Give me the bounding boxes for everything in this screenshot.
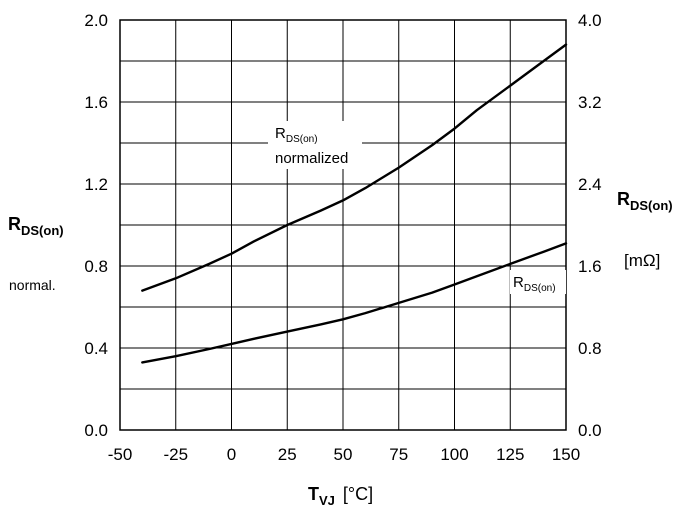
x-tick-label: 75 [389, 445, 408, 464]
series-label-rdson-main: R [513, 274, 524, 291]
y-left-tick-label: 1.2 [84, 175, 108, 194]
y-left-axis-label: RDS(on) [8, 214, 64, 238]
curves [141, 43, 568, 364]
x-tick-labels: -50 -25 0 25 50 75 100 125 150 [108, 445, 580, 464]
y-right-tick-label: 3.2 [578, 93, 602, 112]
series-label-normalized-sub: DS(on) [286, 134, 318, 145]
y-left-axis-label-normal: normal. [9, 277, 56, 293]
y-right-tick-label: 4.0 [578, 11, 602, 30]
y-right-tick-label: 0.0 [578, 421, 602, 440]
y-left-tick-label: 0.4 [84, 339, 108, 358]
x-tick-label: 0 [227, 445, 236, 464]
y-right-tick-label: 1.6 [578, 257, 602, 276]
y-right-axis-label-main: R [617, 189, 630, 209]
x-tick-label: 50 [334, 445, 353, 464]
y-left-axis-label-sub: DS(on) [21, 223, 64, 238]
series-label-rdson: RDS(on) [513, 274, 556, 294]
y-left-tick-label: 2.0 [84, 11, 108, 30]
series-label-normalized-line2: normalized [275, 150, 348, 167]
series-label-normalized-bg [268, 121, 362, 169]
x-tick-label: -25 [163, 445, 188, 464]
grid [119, 19, 567, 431]
y-left-tick-label: 0.8 [84, 257, 108, 276]
x-tick-label: 25 [278, 445, 297, 464]
y-right-axis-label-sub: DS(on) [630, 198, 673, 213]
series-line-rdson [141, 242, 568, 364]
x-axis-label-sub: VJ [319, 493, 335, 507]
x-tick-label: -50 [108, 445, 133, 464]
series-line-normalized [141, 43, 568, 292]
series-label-normalized: RDS(on) [275, 125, 318, 145]
x-tick-label: 125 [496, 445, 524, 464]
y-right-tick-label: 0.8 [578, 339, 602, 358]
series-label-rdson-bg [510, 270, 566, 294]
x-tick-label: 100 [440, 445, 468, 464]
series-label-rdson-sub: DS(on) [524, 283, 556, 294]
y-left-tick-label: 0.0 [84, 421, 108, 440]
series-label-normalized-main: R [275, 125, 286, 142]
y-right-tick-label: 2.4 [578, 175, 602, 194]
y-left-axis-label-main: R [8, 214, 21, 234]
x-tick-label: 150 [552, 445, 580, 464]
y-left-tick-labels: 0.0 0.4 0.8 1.2 1.6 2.0 [84, 11, 108, 440]
y-right-tick-labels: 0.0 0.8 1.6 2.4 3.2 4.0 [578, 11, 602, 440]
y-right-axis-unit: [mΩ] [624, 251, 660, 270]
y-left-tick-label: 1.6 [84, 93, 108, 112]
x-axis-unit: [°C] [343, 484, 373, 504]
plot-frame [119, 19, 567, 431]
x-axis-label: TVJ [°C] [308, 484, 373, 507]
y-right-axis-label: RDS(on) [617, 189, 673, 213]
x-axis-label-main: T [308, 484, 319, 504]
